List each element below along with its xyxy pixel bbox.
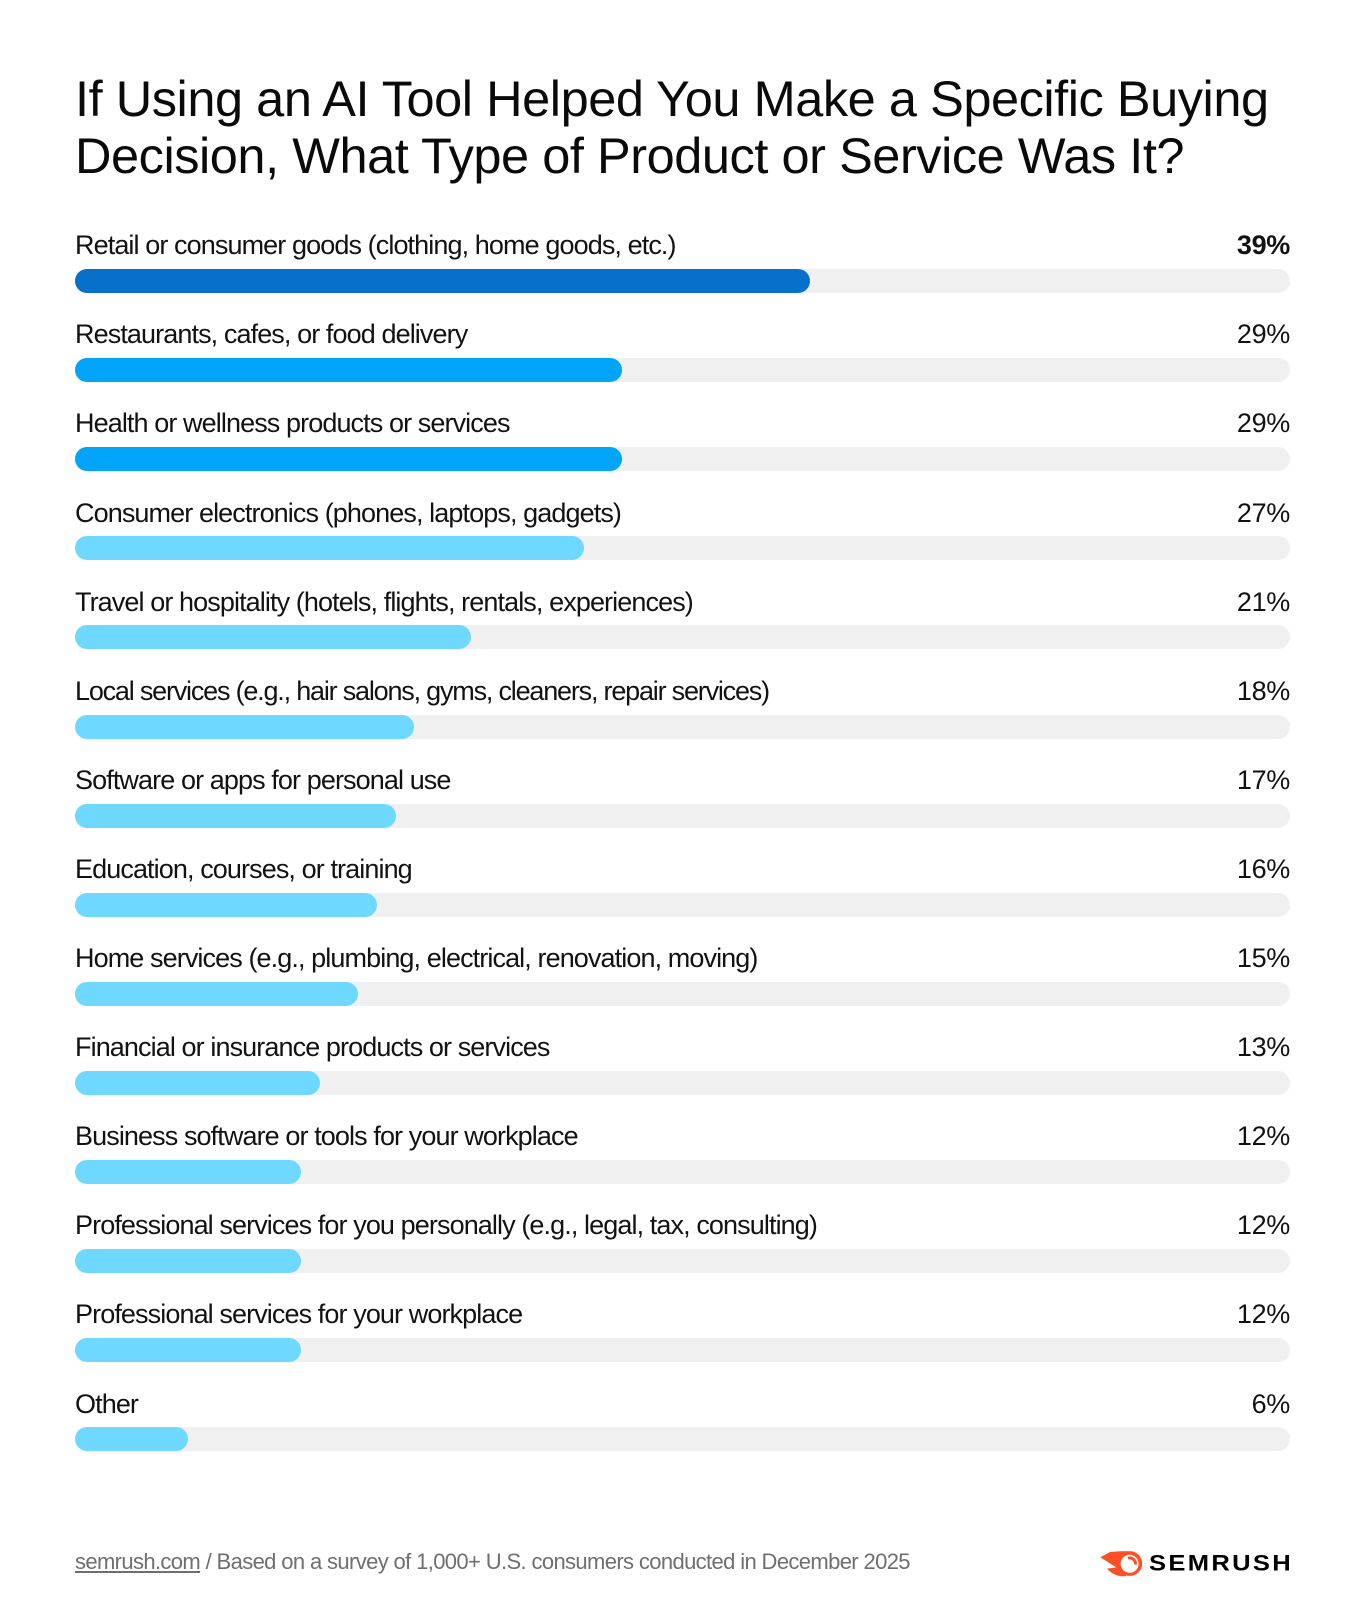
svg-text:SEMRUSH: SEMRUSH <box>1149 1551 1293 1576</box>
